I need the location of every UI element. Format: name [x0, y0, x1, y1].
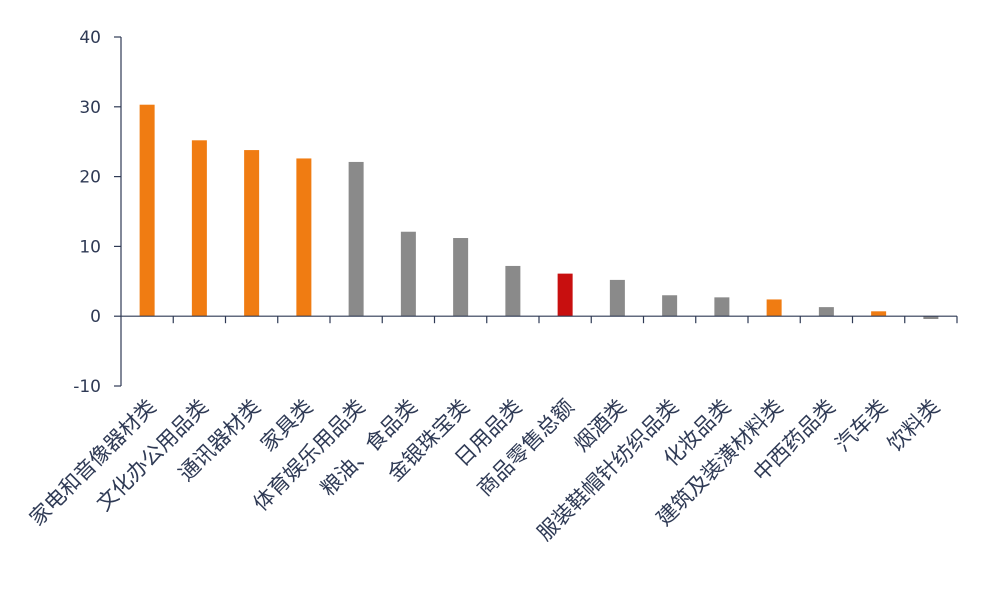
bar — [296, 158, 312, 317]
bar — [662, 295, 678, 317]
bar — [453, 238, 469, 317]
category-labels: 家电和音像器材类文化办公用品类通讯器材类家具类体育娱乐用品类粮油、食品类金银珠宝… — [25, 395, 945, 546]
y-tick-label: 0 — [90, 307, 101, 327]
y-tick-label: 10 — [79, 237, 101, 257]
y-axis: 40 30 20 10 0 -10 — [73, 28, 122, 397]
bar — [244, 150, 260, 317]
bar — [191, 140, 207, 317]
category-label: 汽车类 — [831, 395, 893, 457]
bar — [400, 231, 416, 317]
bar — [557, 273, 573, 317]
bar — [871, 311, 887, 317]
bar — [609, 279, 625, 317]
bar — [714, 297, 730, 317]
bar — [766, 299, 782, 317]
y-tick-label: -10 — [73, 377, 101, 397]
y-tick-label: 30 — [79, 98, 101, 118]
bar-series — [139, 104, 939, 319]
bar — [505, 265, 521, 317]
category-label: 饮料类 — [883, 395, 945, 457]
bar — [818, 307, 834, 317]
bar — [348, 161, 364, 317]
bar — [139, 104, 155, 317]
x-axis — [121, 315, 958, 324]
bar — [923, 316, 939, 319]
y-tick-label: 20 — [79, 168, 101, 188]
y-tick-label: 40 — [79, 28, 101, 48]
